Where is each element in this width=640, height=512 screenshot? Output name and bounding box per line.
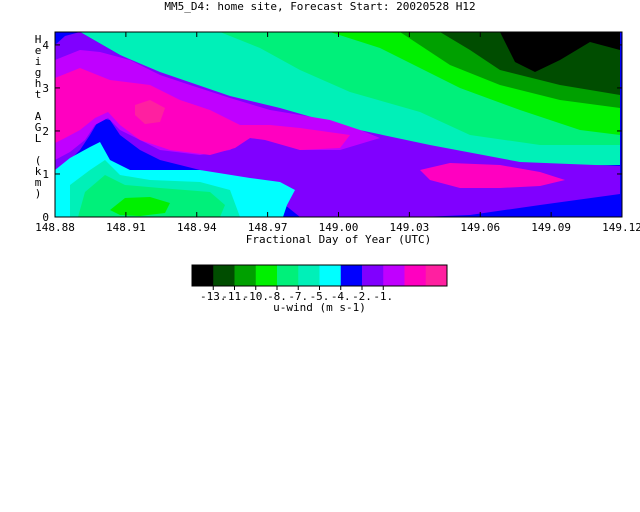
colorbar-swatch [277,265,299,286]
y-axis-label-char: H [34,33,42,46]
y-tick-label: 3 [42,82,49,95]
colorbar-swatch [425,265,448,286]
colorbar-tick-label: -5. [310,290,330,303]
x-tick-label: 149.06 [460,221,500,234]
y-axis-label-char: m [34,176,42,189]
contour-region [55,68,350,155]
x-tick-label: 148.91 [106,221,146,234]
y-axis-label-char: e [34,44,42,57]
x-axis-label: Fractional Day of Year (UTC) [246,233,431,246]
contour-region [110,197,170,216]
y-axis-label-char: ( [34,154,42,167]
x-tick-label: 148.97 [248,221,288,234]
colorbar-swatch [234,265,257,286]
x-tick-label: 149.03 [390,221,430,234]
colorbar-label: u-wind (m s-1) [273,301,366,314]
y-axis-label-char: h [34,77,42,90]
x-tick-label: 149.09 [531,221,571,234]
x-tick-label: 148.88 [35,221,75,234]
colorbar-tick-label: -13. [200,290,227,303]
chart-title: MM5_D4: home site, Forecast Start: 20020… [164,0,476,13]
colorbar-swatch [192,265,214,286]
y-tick-label: 0 [42,211,49,224]
x-tick-label: 148.94 [177,221,217,234]
y-tick-label: 1 [42,168,49,181]
y-axis-label-char: L [34,132,42,145]
colorbar-tick-label: -10. [243,290,270,303]
colorbar-swatch [213,265,235,286]
y-axis-label-char: A [34,110,42,123]
x-tick-label: 149.12 [602,221,640,234]
contour-field [55,32,622,217]
colorbar: -13.-11.-10.-8. -7. -5. -4. -2. -1. u-wind (m … [191,264,448,314]
y-tick-label: 2 [42,125,49,138]
axes: 148.88 148.91 148.94 148.97 149.00 149.03 149.… [35,32,640,246]
colorbar-swatch [255,265,278,286]
colorbar-swatch [383,265,405,286]
y-axis-label-char: g [34,66,42,79]
contour-region [420,163,565,188]
colorbar-tick-label: -4. [331,290,351,303]
contour-region [500,32,620,72]
y-axis-label-char: i [34,55,42,68]
colorbar-swatch [404,265,427,286]
colorbar-swatch [319,265,342,286]
colorbar-tick-label: -1. [373,290,393,303]
y-axis-label-char: ) [34,187,42,200]
y-axis-label-char: k [34,165,42,178]
colorbar-tick-label: -11. [221,290,248,303]
colorbar-swatch [298,265,320,286]
colorbar-tick-label: -8. [267,290,287,303]
colorbar-swatch [362,265,384,286]
x-tick-label: 149.00 [319,221,359,234]
colorbar-tick-label: -2. [352,290,372,303]
contour-region [135,100,165,124]
y-tick-label: 4 [42,39,49,52]
colorbar-tick-label: -7. [288,290,308,303]
colorbar-swatch [340,265,363,286]
y-axis-label-char: t [34,88,42,101]
y-axis-label-char: G [34,121,42,134]
